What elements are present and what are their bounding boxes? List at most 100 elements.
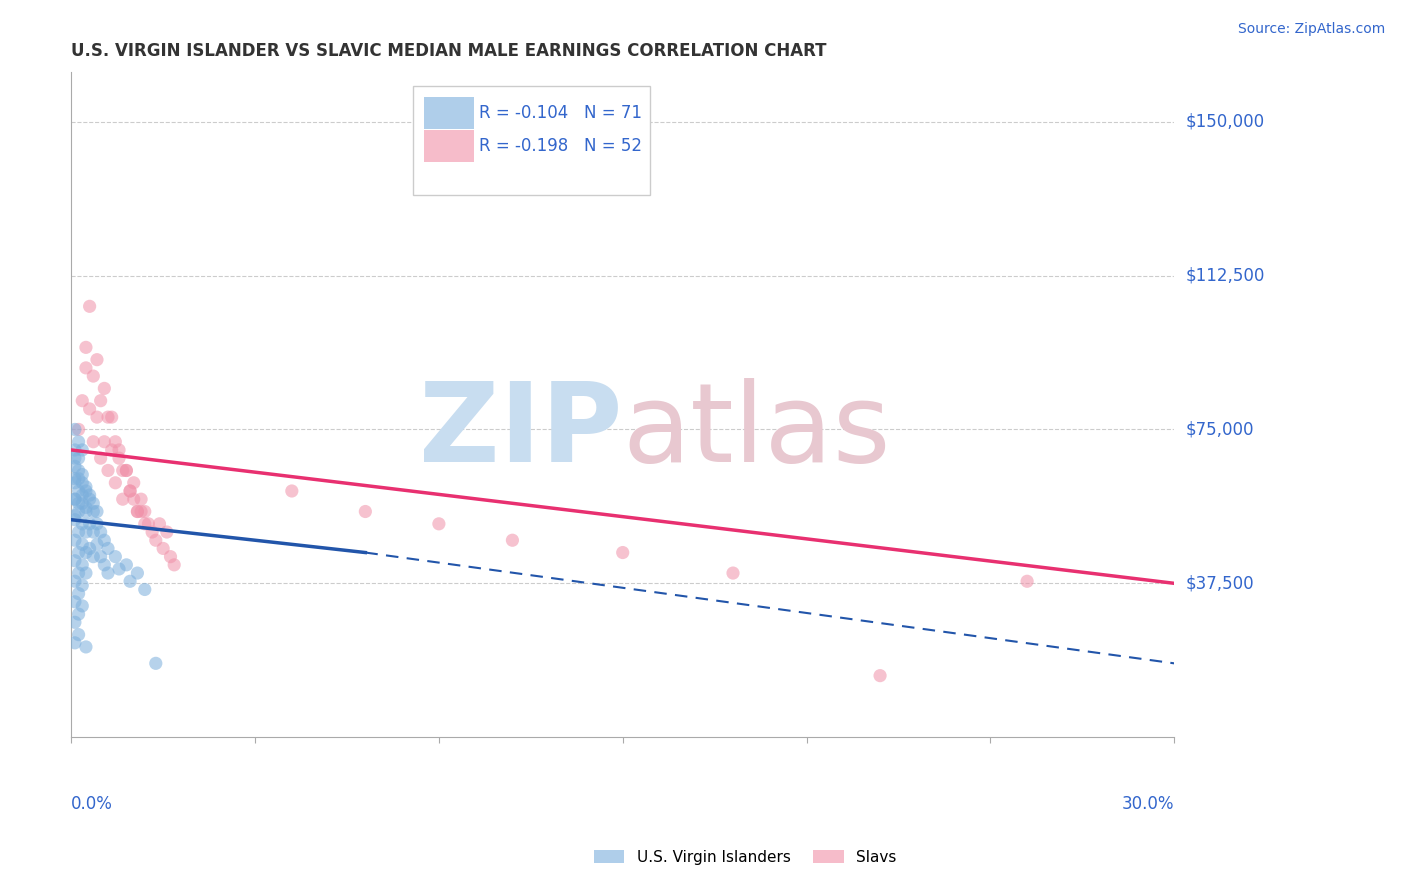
Point: [72, 393, 94, 408]
Point: [129, 492, 152, 507]
Point: [63, 636, 86, 650]
Point: [63, 574, 86, 589]
Point: [75, 545, 97, 559]
Text: U.S. VIRGIN ISLANDER VS SLAVIC MEDIAN MALE EARNINGS CORRELATION CHART: U.S. VIRGIN ISLANDER VS SLAVIC MEDIAN MA…: [72, 42, 827, 60]
Point: [67, 434, 90, 449]
Point: [501, 533, 523, 548]
Point: [90, 549, 112, 564]
Point: [82, 369, 104, 384]
Point: [82, 496, 104, 510]
Point: [97, 463, 120, 477]
Point: [427, 516, 450, 531]
Point: [72, 442, 94, 457]
Point: [97, 410, 120, 425]
Point: [79, 492, 101, 507]
Text: 30.0%: 30.0%: [1122, 795, 1174, 813]
Point: [148, 516, 170, 531]
Point: [721, 566, 744, 580]
Text: $150,000: $150,000: [1185, 112, 1264, 130]
Point: [67, 463, 90, 477]
Point: [108, 451, 131, 466]
Point: [67, 627, 90, 641]
Point: [100, 442, 122, 457]
Point: [63, 615, 86, 630]
FancyBboxPatch shape: [425, 130, 474, 162]
Point: [67, 524, 90, 539]
Point: [82, 504, 104, 518]
Point: [75, 340, 97, 354]
Point: [63, 595, 86, 609]
Point: [97, 541, 120, 556]
Point: [115, 463, 138, 477]
Text: $112,500: $112,500: [1185, 267, 1264, 285]
Point: [72, 537, 94, 551]
Point: [145, 533, 167, 548]
Point: [72, 467, 94, 482]
Point: [86, 516, 108, 531]
Point: [63, 459, 86, 474]
Point: [90, 524, 112, 539]
Text: R = -0.198   N = 52: R = -0.198 N = 52: [479, 137, 643, 155]
Text: atlas: atlas: [623, 378, 891, 485]
Point: [82, 434, 104, 449]
Point: [72, 558, 94, 572]
Point: [104, 549, 127, 564]
Point: [72, 496, 94, 510]
Point: [122, 475, 145, 490]
Point: [67, 422, 90, 436]
Point: [63, 533, 86, 548]
Point: [93, 381, 115, 395]
Point: [72, 488, 94, 502]
Point: [104, 434, 127, 449]
Point: [63, 475, 86, 490]
Point: [63, 554, 86, 568]
Point: [100, 410, 122, 425]
Point: [63, 422, 86, 436]
Point: [90, 393, 112, 408]
FancyBboxPatch shape: [425, 97, 474, 129]
Point: [79, 488, 101, 502]
Point: [63, 442, 86, 457]
Point: [79, 299, 101, 313]
Point: [72, 475, 94, 490]
Point: [138, 516, 160, 531]
Point: [63, 513, 86, 527]
Point: [67, 483, 90, 498]
Text: R = -0.104   N = 71: R = -0.104 N = 71: [479, 104, 643, 122]
Point: [86, 352, 108, 367]
Point: [67, 451, 90, 466]
Text: Source: ZipAtlas.com: Source: ZipAtlas.com: [1237, 22, 1385, 37]
Point: [159, 549, 181, 564]
Point: [82, 549, 104, 564]
Text: $75,000: $75,000: [1185, 420, 1254, 439]
Point: [141, 524, 163, 539]
Point: [93, 434, 115, 449]
FancyBboxPatch shape: [413, 86, 651, 195]
Point: [86, 537, 108, 551]
Point: [156, 524, 179, 539]
Point: [67, 566, 90, 580]
Point: [72, 516, 94, 531]
Point: [86, 410, 108, 425]
Point: [104, 475, 127, 490]
Point: [63, 508, 86, 523]
Point: [134, 504, 156, 518]
Point: [67, 504, 90, 518]
Point: [115, 558, 138, 572]
Point: [79, 541, 101, 556]
Point: [152, 541, 174, 556]
Point: [75, 504, 97, 518]
Text: ZIP: ZIP: [419, 378, 623, 485]
Point: [67, 496, 90, 510]
Point: [67, 472, 90, 486]
Point: [82, 524, 104, 539]
Point: [79, 401, 101, 416]
Point: [145, 657, 167, 671]
Point: [63, 492, 86, 507]
Point: [75, 360, 97, 375]
Point: [1017, 574, 1039, 589]
Point: [120, 483, 142, 498]
Point: [97, 566, 120, 580]
Point: [115, 463, 138, 477]
Legend: U.S. Virgin Islanders, Slavs: U.S. Virgin Islanders, Slavs: [588, 844, 903, 871]
